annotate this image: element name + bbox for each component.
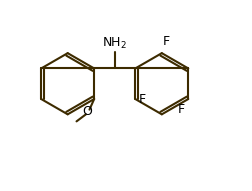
Text: F: F [162,36,169,49]
Text: NH$_2$: NH$_2$ [102,36,127,51]
Text: F: F [177,103,184,116]
Text: O: O [82,105,92,118]
Text: F: F [138,92,145,106]
